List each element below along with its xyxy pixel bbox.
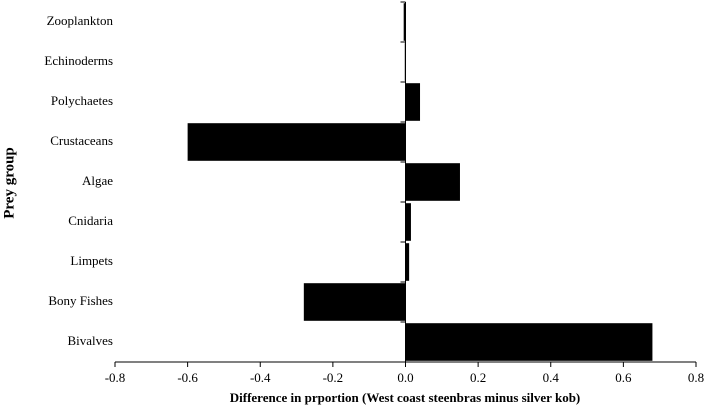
bar <box>405 83 421 121</box>
bar <box>303 283 406 321</box>
y-axis-title: Prey group <box>1 147 17 219</box>
x-tick-label: -0.6 <box>177 370 198 385</box>
y-tick-label: Bony Fishes <box>48 293 113 308</box>
y-tick-label: Zooplankton <box>47 13 114 28</box>
y-tick-label: Echinoderms <box>44 53 113 68</box>
bar <box>187 123 406 161</box>
x-tick-label: -0.4 <box>250 370 271 385</box>
x-tick-label: 0.8 <box>688 370 704 385</box>
x-axis-title: Difference in prportion (West coast stee… <box>230 390 581 405</box>
x-tick-label: 0.4 <box>543 370 560 385</box>
y-tick-label: Algae <box>82 173 113 188</box>
bar <box>405 243 410 281</box>
y-tick-label: Limpets <box>70 253 113 268</box>
y-tick-label: Polychaetes <box>51 93 113 108</box>
y-tick-label: Bivalves <box>68 333 114 348</box>
bar <box>405 323 653 361</box>
y-tick-label: Crustaceans <box>50 133 113 148</box>
x-tick-label: 0.6 <box>615 370 632 385</box>
bar <box>404 43 406 81</box>
x-tick-label: 0.0 <box>397 370 413 385</box>
y-tick-label: Cnidaria <box>68 213 113 228</box>
x-tick-label: 0.2 <box>470 370 486 385</box>
x-tick-label: -0.8 <box>105 370 126 385</box>
x-tick-label: -0.2 <box>323 370 344 385</box>
bar <box>405 203 411 241</box>
bar <box>405 163 460 201</box>
bar <box>403 3 406 41</box>
